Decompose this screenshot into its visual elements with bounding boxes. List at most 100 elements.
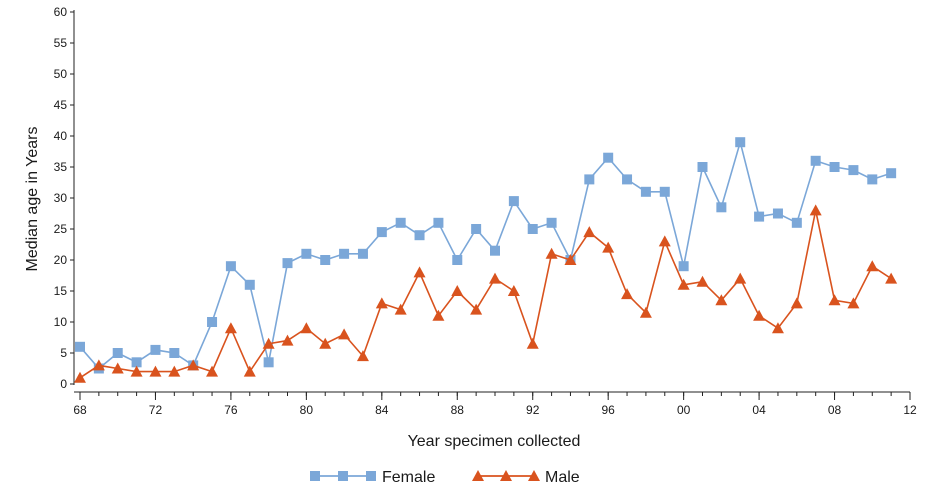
male-point [564, 254, 577, 265]
female-point [225, 261, 236, 272]
female-series [75, 137, 897, 374]
female-point [603, 152, 614, 163]
male-point [602, 241, 615, 253]
female-point [131, 357, 142, 368]
male-point [715, 294, 728, 306]
y-tick-label: 30 [54, 191, 68, 205]
x-tick-label: 68 [73, 403, 87, 417]
female-point [754, 211, 765, 222]
y-tick-label: 5 [60, 346, 67, 360]
x-axis-title: Year specimen collected [408, 433, 581, 450]
female-point [716, 202, 727, 213]
female-point [150, 344, 161, 355]
female-point [75, 341, 85, 352]
male-point [262, 337, 275, 349]
male-point [470, 303, 483, 315]
male-point [281, 334, 294, 346]
x-tick-label: 08 [828, 403, 842, 417]
male-line [79, 210, 892, 379]
female-point [414, 230, 425, 241]
male-point [696, 275, 709, 287]
male-point [489, 272, 501, 284]
female-point [678, 261, 689, 272]
female-point [433, 217, 444, 228]
female-point [848, 165, 859, 176]
legend-female-label: Female [382, 469, 435, 486]
female-point [829, 162, 840, 172]
legend-female-marker [310, 471, 320, 481]
female-point [735, 137, 746, 148]
female-point [791, 217, 802, 228]
male-point [413, 266, 426, 278]
female-point [112, 348, 123, 358]
y-tick-label: 45 [54, 98, 68, 112]
male-point [206, 365, 219, 377]
y-axis-title: Median age in Years [24, 127, 41, 272]
male-point [451, 285, 464, 296]
male-point [338, 328, 351, 340]
male-point [809, 204, 822, 216]
x-tick-label: 72 [149, 403, 163, 417]
male-point [885, 272, 898, 284]
male-point [790, 297, 803, 309]
female-point [357, 248, 368, 259]
female-point [282, 258, 293, 269]
y-tick-label: 15 [54, 284, 68, 298]
male-point [111, 362, 124, 374]
male-point [319, 337, 332, 349]
male-point [828, 294, 841, 306]
legend-male-marker [528, 470, 540, 481]
x-tick-label: 92 [526, 403, 540, 417]
legend-item-male: Male [472, 469, 580, 486]
legend-male-label: Male [545, 469, 580, 486]
female-point [886, 168, 897, 179]
male-point [866, 260, 879, 272]
male-point [149, 365, 162, 377]
y-tick-label: 60 [54, 5, 68, 19]
legend-female-marker [338, 471, 348, 481]
x-tick-label: 84 [375, 403, 389, 417]
male-point [526, 337, 539, 349]
male-point [74, 371, 86, 383]
female-point [622, 174, 633, 185]
x-tick-label: 12 [903, 403, 917, 417]
female-point [301, 248, 312, 259]
x-tick-label: 88 [451, 403, 465, 417]
male-point [753, 309, 766, 321]
legend-female-marker [366, 471, 376, 481]
male-point [621, 288, 634, 300]
male-point [224, 322, 237, 334]
female-line [79, 139, 892, 370]
female-point [376, 227, 387, 238]
female-point [810, 155, 821, 166]
female-point [867, 174, 878, 185]
female-point [452, 255, 463, 265]
male-point [92, 359, 105, 371]
male-point [130, 365, 143, 377]
y-tick-label: 55 [54, 36, 68, 50]
female-point [244, 279, 255, 290]
female-point [640, 186, 651, 197]
male-point [432, 309, 445, 321]
x-tick-label: 76 [224, 403, 238, 417]
legend: Female Male [310, 469, 580, 486]
x-tick-label: 80 [300, 403, 314, 417]
legend-male-marker [472, 470, 484, 481]
female-point [697, 162, 708, 172]
male-point [658, 235, 671, 247]
female-point [584, 174, 595, 185]
x-tick-label: 00 [677, 403, 691, 417]
male-point [168, 365, 181, 377]
male-point [545, 247, 558, 259]
female-point [471, 224, 482, 234]
legend-item-female: Female [310, 469, 435, 486]
y-tick-label: 25 [54, 222, 68, 236]
female-point [395, 217, 406, 228]
male-point [507, 285, 520, 296]
male-point [394, 303, 407, 315]
female-point [207, 317, 218, 327]
female-point [546, 217, 557, 228]
female-point [508, 196, 519, 207]
male-point [300, 322, 313, 334]
